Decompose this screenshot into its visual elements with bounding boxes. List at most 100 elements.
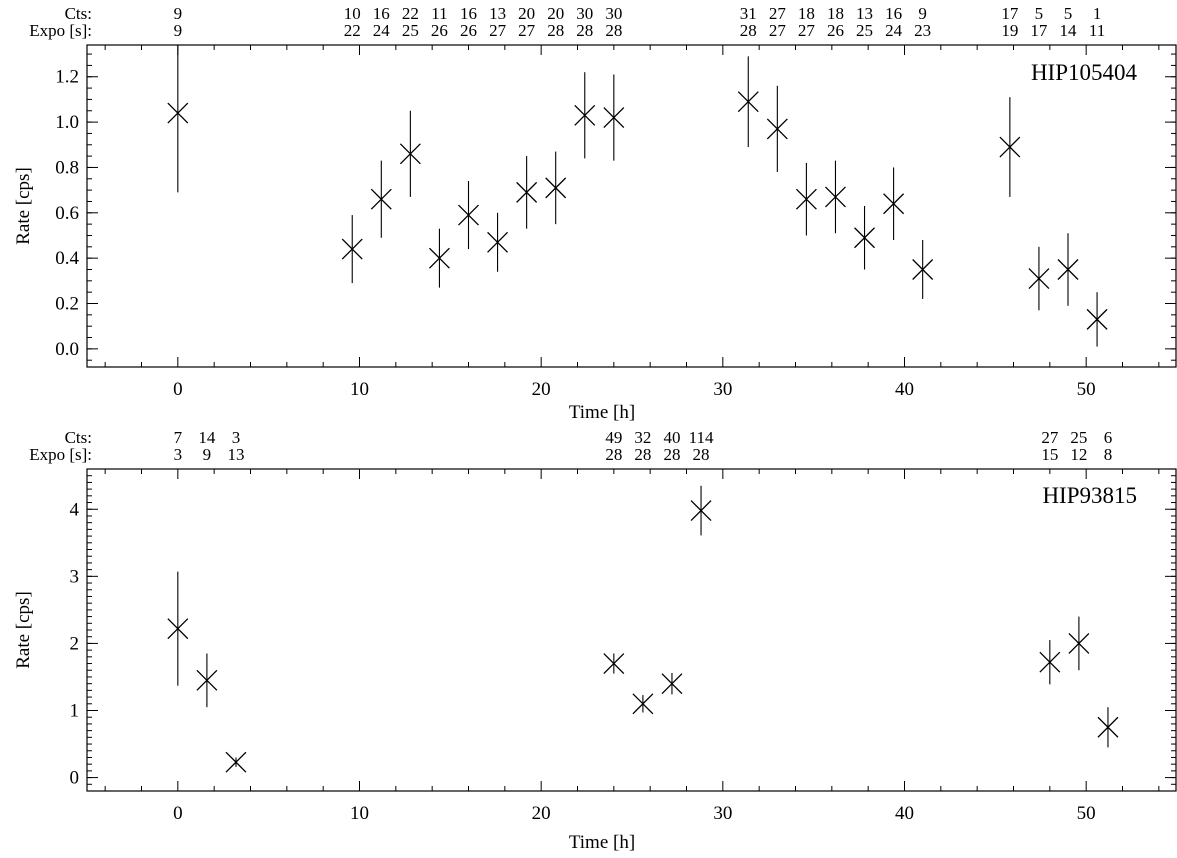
data-point	[1057, 259, 1079, 280]
x-tick-label: 50	[1077, 803, 1096, 824]
panel-title: HIP93815	[1042, 483, 1137, 508]
data-point	[225, 751, 247, 773]
plot-frame	[86, 44, 1177, 368]
expo-value: 8	[1104, 445, 1113, 464]
cts-value: 13	[489, 4, 506, 23]
expo-value: 19	[1001, 21, 1018, 40]
y-tick-label: 3	[70, 566, 80, 587]
data-point	[1028, 268, 1050, 290]
expo-value: 14	[1060, 21, 1078, 40]
expo-value: 13	[227, 445, 244, 464]
data-point	[516, 181, 538, 203]
data-point	[167, 102, 189, 124]
x-tick-label: 0	[173, 379, 183, 400]
x-tick-label: 50	[1077, 379, 1096, 400]
expo-value: 28	[547, 21, 564, 40]
expo-value: 17	[1030, 21, 1048, 40]
expo-value: 27	[769, 21, 787, 40]
expo-value: 28	[576, 21, 593, 40]
data-point	[737, 91, 759, 113]
panel-title: HIP105404	[1031, 60, 1138, 85]
data-point	[341, 238, 363, 260]
data-point	[1068, 632, 1090, 654]
cts-value: 49	[605, 428, 622, 447]
data-point	[1086, 308, 1108, 330]
expo-value: 28	[605, 21, 622, 40]
cts-value: 13	[856, 4, 873, 23]
data-point	[690, 500, 712, 522]
expo-value: 27	[518, 21, 536, 40]
cts-value: 22	[402, 4, 419, 23]
x-tick-label: 30	[713, 379, 732, 400]
expo-value: 11	[1089, 21, 1105, 40]
expo-value: 24	[885, 21, 903, 40]
cts-value: 31	[740, 4, 757, 23]
expo-value: 26	[460, 21, 477, 40]
expo-row-label: Expo [s]:	[29, 445, 92, 464]
expo-value: 28	[663, 445, 680, 464]
data-point	[825, 186, 846, 208]
expo-value: 9	[203, 445, 212, 464]
data-point	[912, 259, 934, 280]
x-tick-label: 40	[895, 803, 914, 824]
data-point	[370, 188, 392, 210]
expo-value: 24	[373, 21, 391, 40]
data-point	[883, 193, 905, 215]
y-tick-label: 0.8	[55, 157, 79, 178]
y-tick-label: 1.2	[55, 67, 79, 88]
data-point	[661, 673, 683, 695]
x-tick-label: 30	[713, 803, 732, 824]
y-axis-label: Rate [cps]	[13, 167, 34, 245]
cts-value: 11	[431, 4, 447, 23]
x-tick-label: 20	[532, 379, 551, 400]
x-tick-label: 40	[895, 379, 914, 400]
panel-hip105404: 0 10 20 30 40 50 0.0 0.2 0.4 0.6 0.8 1.0 1.2 Time [h]…	[13, 4, 1177, 423]
expo-value: 15	[1041, 445, 1058, 464]
cts-value: 40	[663, 428, 680, 447]
y-tick-label: 0.0	[55, 339, 79, 360]
x-tick-label: 20	[532, 803, 551, 824]
data-point	[196, 669, 218, 691]
cts-value: 20	[547, 4, 564, 23]
cts-row-label: Cts:	[65, 4, 92, 23]
expo-value: 27	[798, 21, 816, 40]
data-point	[1039, 651, 1061, 673]
y-tick-label: 0.4	[55, 248, 79, 269]
expo-value: 12	[1070, 445, 1087, 464]
cts-value: 30	[605, 4, 622, 23]
data-point	[487, 231, 509, 253]
cts-value: 3	[232, 428, 241, 447]
expo-value: 23	[914, 21, 931, 40]
expo-value: 28	[605, 445, 622, 464]
data-point	[603, 107, 625, 129]
data-point	[545, 177, 567, 199]
cts-value: 9	[918, 4, 927, 23]
y-axis-label: Rate [cps]	[13, 591, 34, 669]
cts-value: 25	[1070, 428, 1087, 447]
data-point	[854, 227, 875, 249]
x-axis-label: Time [h]	[569, 832, 635, 853]
cts-value: 32	[634, 428, 651, 447]
x-tick-label: 10	[350, 379, 369, 400]
cts-value: 17	[1001, 4, 1019, 23]
data-point	[428, 247, 450, 269]
cts-value: 1	[1093, 4, 1102, 23]
cts-value: 18	[827, 4, 844, 23]
cts-value: 9	[174, 4, 183, 23]
cts-value: 10	[344, 4, 361, 23]
x-axis-label: Time [h]	[569, 402, 635, 423]
expo-value: 3	[174, 445, 183, 464]
cts-value: 16	[373, 4, 390, 23]
cts-value: 18	[798, 4, 815, 23]
cts-value: 5	[1064, 4, 1073, 23]
y-tick-label: 2	[70, 633, 80, 654]
expo-value: 28	[634, 445, 651, 464]
cts-row-label: Cts:	[65, 428, 92, 447]
expo-value: 9	[174, 21, 183, 40]
cts-value: 16	[460, 4, 477, 23]
cts-value: 27	[1041, 428, 1059, 447]
cts-value: 30	[576, 4, 593, 23]
expo-value: 22	[344, 21, 361, 40]
